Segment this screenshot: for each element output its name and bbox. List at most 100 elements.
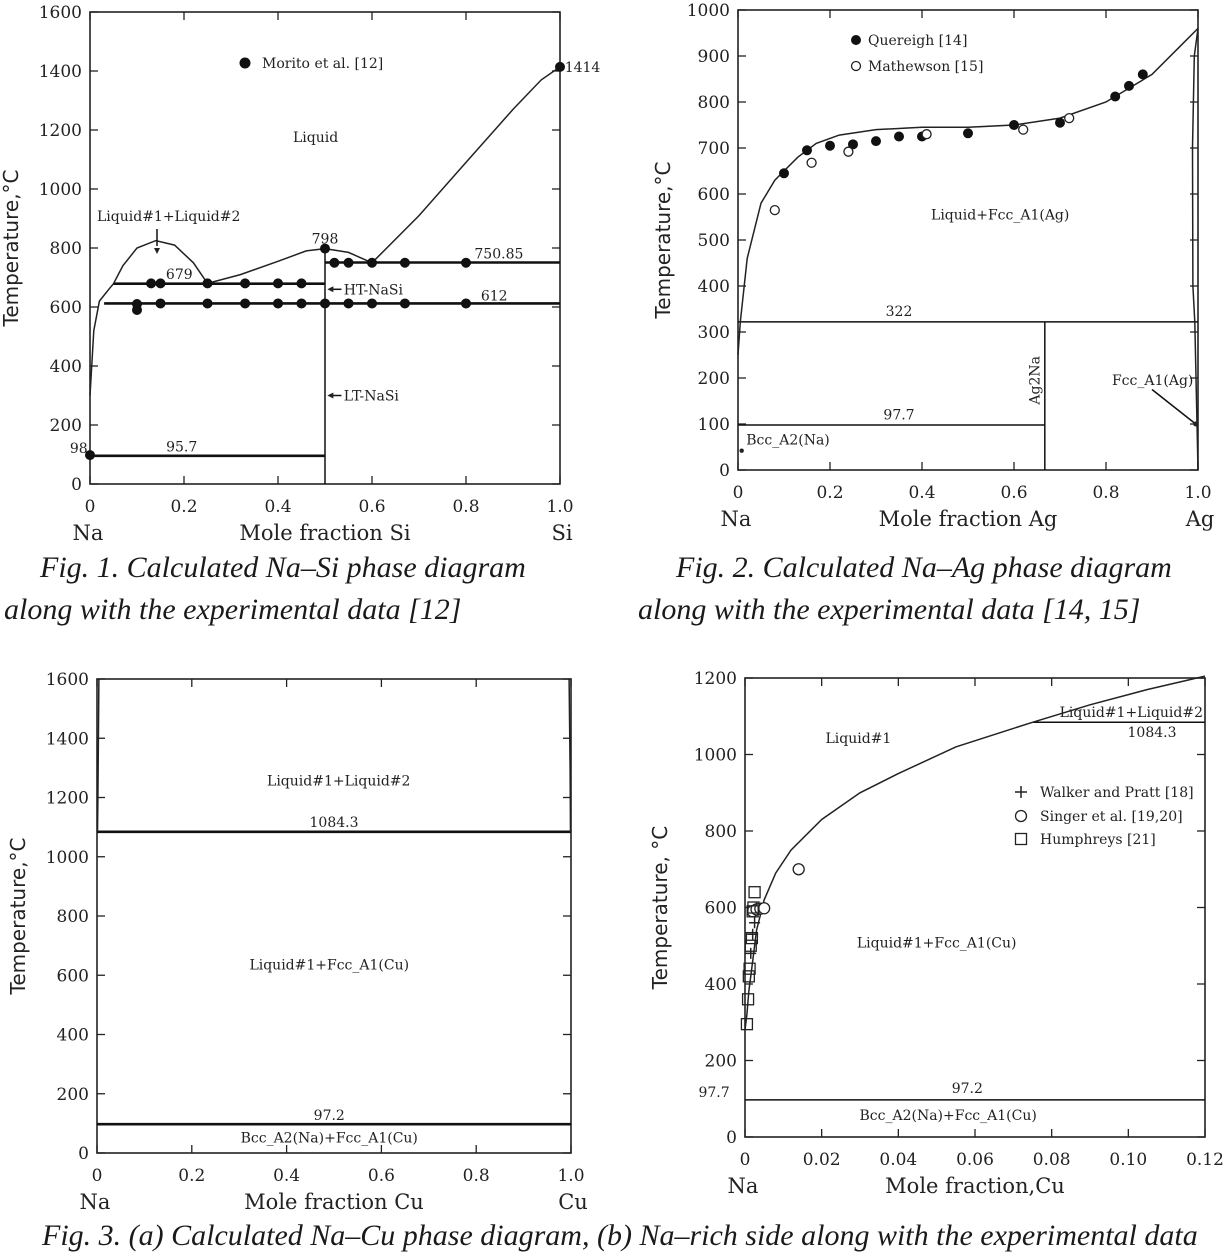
annotation-10843: 1084.3 bbox=[1128, 725, 1177, 741]
annotation-ht-nasi: HT-NaSi bbox=[344, 282, 404, 298]
x-end-label-left: Na bbox=[80, 1190, 111, 1214]
annotation-972: 97.2 bbox=[952, 1081, 983, 1097]
y-tick-label: 1200 bbox=[694, 669, 737, 689]
plot-frame-3 bbox=[96, 678, 572, 1154]
data-point-2-1 bbox=[1064, 112, 1075, 124]
x-tick-label: 0.12 bbox=[1186, 1150, 1224, 1170]
liquidus-curve-si bbox=[371, 66, 561, 264]
x-tick-label: 0.10 bbox=[1109, 1150, 1147, 1170]
data-point-2-0 bbox=[963, 128, 973, 139]
data-point-1-0 bbox=[273, 298, 283, 309]
y-tick-label: 0 bbox=[719, 461, 730, 481]
data-point-1-0 bbox=[555, 61, 565, 72]
data-point-2-0 bbox=[1110, 91, 1121, 102]
fig2-caption-line1: Fig. 2. Calculated Na–Ag phase diagram bbox=[676, 551, 1172, 584]
y-tick-label: 1200 bbox=[39, 121, 82, 141]
annotation-679: 679 bbox=[166, 267, 193, 283]
data-point-1-0 bbox=[240, 298, 251, 309]
y-tick-label: 1000 bbox=[687, 1, 730, 21]
annotation-10843: 1084.3 bbox=[310, 815, 359, 831]
legend-label-1: Quereigh [14] bbox=[868, 33, 967, 49]
x-tick-label: 0 bbox=[92, 1166, 103, 1186]
liquidus-curve-na bbox=[89, 239, 373, 396]
x-tick-label: 0.2 bbox=[170, 497, 197, 517]
region-label-bcc-fcc: Bcc_A2(Na)+Fcc_A1(Cu) bbox=[860, 1108, 1037, 1124]
fig1-caption-line2: along with the experimental data [12] bbox=[4, 593, 462, 626]
x-end-label-left: Na bbox=[728, 1174, 759, 1198]
annotation-lt-nasi: LT-NaSi bbox=[344, 389, 400, 405]
x-end-label-left: Na bbox=[73, 521, 104, 545]
region-label-liquid-fcc: Liquid+Fcc_A1(Ag) bbox=[931, 207, 1069, 223]
x-end-label-right: Si bbox=[551, 521, 572, 545]
legend-label-1: Morito et al. [12] bbox=[262, 56, 383, 72]
x-tick-label: 0.8 bbox=[452, 497, 479, 517]
x-tick-label: 1.0 bbox=[546, 497, 573, 517]
legend-marker-1 bbox=[239, 57, 251, 69]
binodal-curve-cu bbox=[568, 678, 572, 832]
data-point-2-1 bbox=[769, 204, 780, 216]
arrow-head bbox=[154, 248, 160, 254]
x-axis-label-2: Mole fraction Ag bbox=[879, 507, 1058, 531]
y-tick-label: 800 bbox=[705, 822, 737, 842]
y-tick-label: 1600 bbox=[46, 670, 89, 690]
y-tick-label: 900 bbox=[698, 47, 730, 67]
x-end-label-right: Ag bbox=[1185, 507, 1215, 531]
data-point-4-2 bbox=[743, 962, 756, 975]
x-tick-label: 0.4 bbox=[273, 1166, 300, 1186]
x-tick-label: 0.4 bbox=[264, 497, 291, 517]
data-point-1-0 bbox=[461, 298, 471, 309]
legend-marker-1 bbox=[1015, 786, 1027, 798]
y-tick-label: 1400 bbox=[39, 62, 82, 82]
region-label-l1-fcc: Liquid#1+Fcc_A1(Cu) bbox=[249, 957, 409, 973]
x-tick-label: 0 bbox=[85, 497, 96, 517]
y-axis-label-1: Temperature,°C bbox=[0, 169, 23, 327]
data-point-2-1 bbox=[1018, 124, 1029, 135]
plot-frame-2 bbox=[737, 9, 1199, 471]
x-tick-label: 0 bbox=[740, 1150, 751, 1170]
region-label-liquid1: Liquid#1 bbox=[826, 731, 892, 747]
binodal-curve-na bbox=[96, 678, 100, 832]
annotation-612: 612 bbox=[481, 289, 508, 305]
y-tick-label: 200 bbox=[50, 416, 82, 436]
annotation-fcc-ag: Fcc_A1(Ag) bbox=[1112, 373, 1193, 389]
y-tick-label: 200 bbox=[698, 369, 730, 389]
x-tick-label: 0.08 bbox=[1033, 1150, 1071, 1170]
y-tick-label: 600 bbox=[705, 899, 737, 919]
y-axis-label-3: Temperature,°C bbox=[6, 837, 30, 995]
data-point-2-1 bbox=[806, 157, 817, 168]
data-point-2-0 bbox=[848, 139, 858, 150]
x-axis-label-4: Mole fraction,Cu bbox=[885, 1174, 1065, 1198]
data-point-1-0 bbox=[367, 257, 377, 268]
annotation-liquid-liquid: Liquid#1+Liquid#2 bbox=[97, 209, 240, 225]
annotation-bcc-na: Bcc_A2(Na) bbox=[746, 433, 830, 449]
y-tick-label: 1000 bbox=[39, 180, 82, 200]
arrow-stem bbox=[1151, 388, 1197, 425]
y-tick-label: 500 bbox=[698, 231, 730, 251]
arrow-head bbox=[327, 392, 334, 399]
data-point-1-0 bbox=[202, 298, 213, 309]
y-tick-label: 0 bbox=[71, 475, 82, 495]
data-point-1-0 bbox=[273, 278, 283, 289]
x-end-label-right: Cu bbox=[558, 1190, 588, 1214]
data-point-4-2 bbox=[747, 901, 760, 914]
legend-marker-2 bbox=[1014, 809, 1028, 823]
data-point-4-0 bbox=[749, 917, 761, 929]
x-tick-label: 0 bbox=[733, 483, 744, 503]
data-point-4-0 bbox=[747, 928, 759, 940]
data-point-4-2 bbox=[740, 1018, 754, 1031]
y-tick-label: 400 bbox=[57, 1026, 89, 1046]
plot-frame-4 bbox=[744, 677, 1206, 1138]
y-tick-label: 700 bbox=[698, 139, 730, 159]
x-tick-label: 0.02 bbox=[803, 1150, 841, 1170]
y-tick-label: 600 bbox=[698, 185, 730, 205]
data-point-1-0 bbox=[146, 278, 157, 289]
data-point-1-0 bbox=[202, 278, 213, 289]
data-point-1-0 bbox=[320, 298, 330, 309]
legend-label-3: Humphreys [21] bbox=[1040, 832, 1156, 848]
fig2-caption-line2: along with the experimental data [14, 15… bbox=[638, 593, 1141, 626]
data-point-1-0 bbox=[399, 257, 410, 268]
data-point-4-2 bbox=[745, 931, 759, 945]
data-point-1-0 bbox=[155, 298, 166, 309]
annotation-750: 750.85 bbox=[474, 246, 523, 262]
y-tick-label: 1400 bbox=[46, 729, 89, 749]
